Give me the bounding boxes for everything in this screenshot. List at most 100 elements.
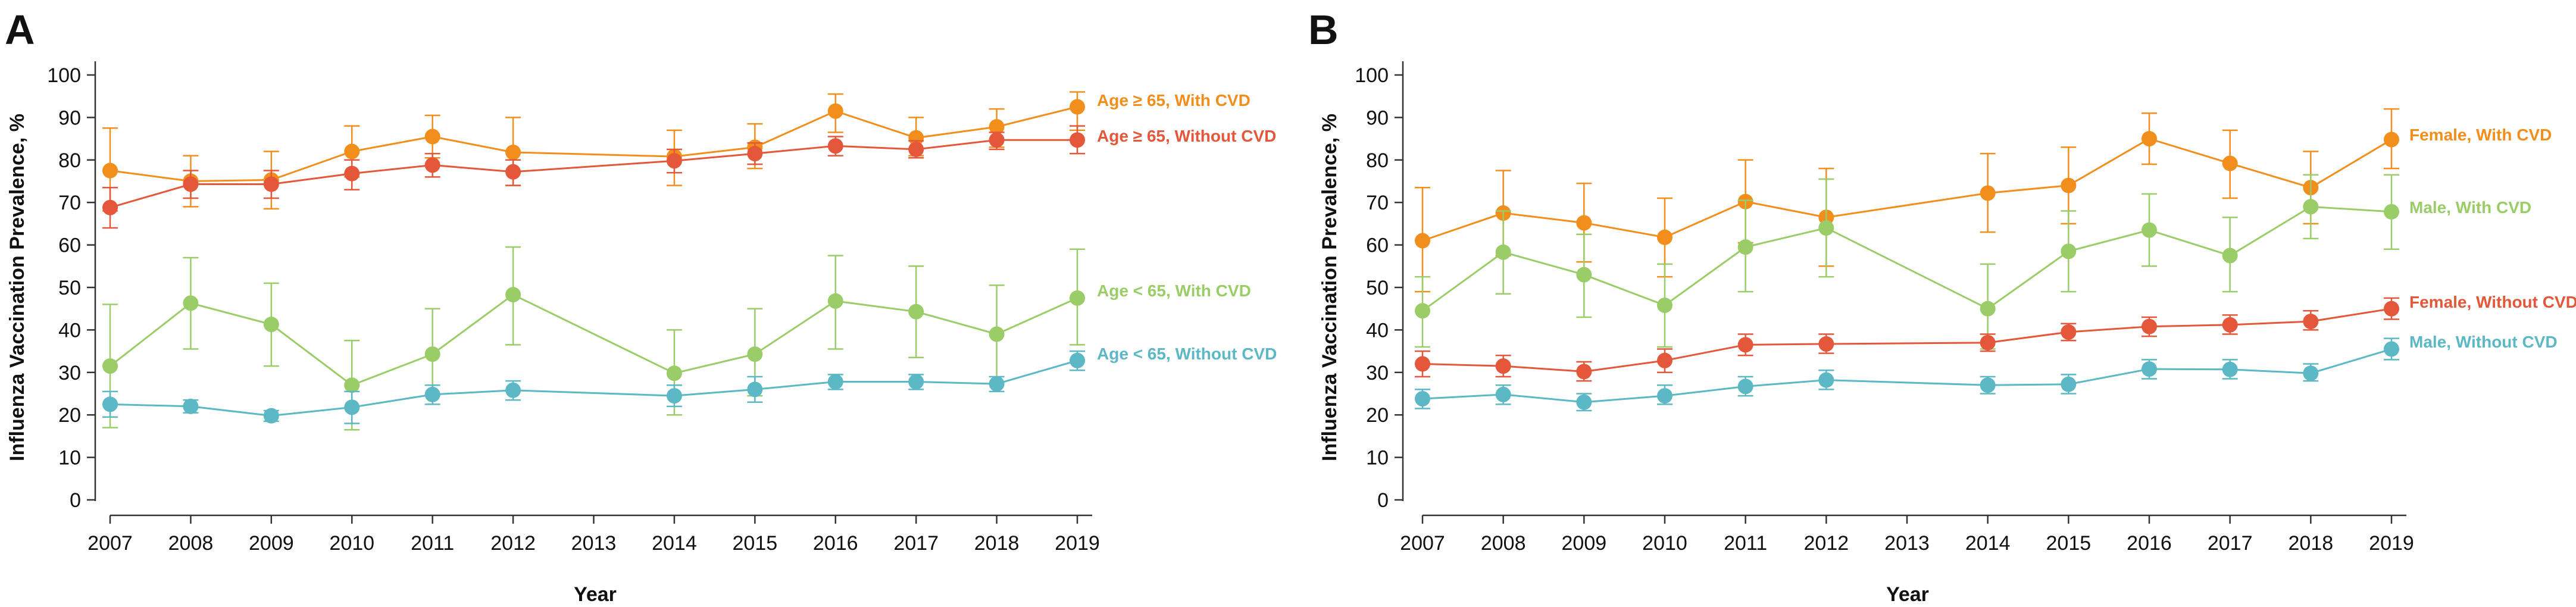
series-line [1422, 308, 2392, 373]
data-point [183, 398, 199, 414]
y-tick-label: 60 [1366, 234, 1389, 257]
data-point [1576, 394, 1592, 410]
x-tick-label: 2014 [1965, 532, 2011, 555]
data-point [2384, 132, 2399, 148]
series-label: Female, With CVD [2409, 126, 2552, 144]
series-label: Age ≥ 65, Without CVD [1097, 127, 1276, 145]
x-tick-label: 2017 [893, 532, 939, 555]
series-line [110, 106, 1078, 183]
y-tick-label: 50 [1366, 277, 1389, 299]
series-female-without-cvd: Female, Without CVD [1415, 293, 2576, 382]
data-point [344, 143, 360, 159]
series-line [1422, 348, 2392, 403]
series-line [110, 359, 1078, 417]
data-point [666, 365, 682, 381]
data-point [1737, 337, 1753, 353]
data-point [424, 386, 440, 402]
data-point [2142, 318, 2157, 334]
data-point [908, 130, 924, 146]
data-point [1576, 267, 1592, 283]
series-male-without-cvd: Male, Without CVD [1415, 333, 2558, 412]
x-tick-label: 2007 [1400, 532, 1445, 555]
data-point [1576, 215, 1592, 231]
series-line [110, 139, 1077, 209]
y-tick-label: 100 [47, 64, 81, 87]
panel-label: A [5, 7, 35, 53]
x-tick-label: 2015 [733, 532, 778, 555]
series-label: Female, Without CVD [2409, 293, 2576, 311]
x-tick-label: 2009 [1562, 532, 1607, 555]
data-point [2222, 361, 2238, 377]
x-tick-label: 2012 [1804, 532, 1849, 555]
data-point [2222, 155, 2238, 171]
data-point [1657, 297, 1672, 313]
data-point [505, 382, 521, 398]
data-point [827, 138, 843, 154]
data-point [505, 144, 521, 160]
data-point [747, 381, 763, 398]
data-point [424, 157, 440, 173]
data-point [1737, 378, 1753, 395]
data-point [747, 146, 763, 162]
data-point [827, 374, 843, 390]
y-tick-label: 0 [70, 489, 81, 512]
panel-a: A 0 10 20 30 40 50 60 70 80 90 100 2007 2008 2009 2010 2… [5, 7, 1277, 606]
data-point [1737, 239, 1753, 255]
data-point [424, 346, 440, 362]
y-tick-label: 10 [58, 447, 81, 470]
x-tick-label: 2011 [1724, 532, 1767, 555]
x-axis-title: Year [1886, 583, 1929, 606]
series-male-with-cvd: Male, With CVD [1415, 174, 2531, 350]
data-point [1980, 334, 1996, 351]
y-tick-label: 20 [1366, 404, 1389, 427]
data-point [908, 304, 924, 320]
y-tick-label: 40 [1366, 319, 1389, 342]
series-line [1422, 137, 2392, 242]
data-point [2384, 301, 2399, 317]
data-point [2061, 243, 2077, 259]
data-point [1818, 220, 1834, 236]
y-tick-label: 100 [1355, 64, 1389, 87]
series-label: Age < 65, With CVD [1097, 281, 1251, 300]
data-point [1980, 301, 1996, 317]
data-point [344, 377, 360, 393]
data-point [344, 399, 360, 415]
data-point [1495, 244, 1511, 260]
data-point [1980, 185, 1996, 201]
data-point [102, 358, 118, 374]
x-tick-label: 2014 [652, 532, 697, 555]
x-tick-label: 2007 [87, 532, 133, 555]
data-point [908, 374, 924, 390]
data-point [263, 317, 279, 333]
y-tick-label: 80 [1366, 149, 1389, 172]
data-point [2384, 204, 2399, 220]
y-tick-label: 10 [1366, 447, 1389, 470]
data-point [666, 388, 682, 404]
x-tick-label: 2012 [490, 532, 536, 555]
data-point [989, 132, 1005, 148]
data-point [424, 129, 440, 145]
x-tick-label: 2019 [1055, 532, 1100, 555]
y-tick-label: 30 [1366, 362, 1389, 384]
data-point [2061, 324, 2077, 340]
data-point [183, 176, 199, 192]
y-tick-label: 90 [1366, 107, 1389, 129]
x-tick-label: 2011 [411, 532, 454, 555]
series-line [110, 293, 1078, 386]
data-point [666, 153, 682, 169]
y-tick-label: 40 [58, 319, 81, 342]
x-axis-title: Year [574, 583, 617, 606]
data-point [505, 287, 521, 303]
data-point [2142, 361, 2157, 377]
data-point [1495, 358, 1511, 374]
data-point [102, 396, 118, 412]
data-point [1818, 372, 1834, 388]
series-age-lt-65-with-cvd: Age < 65, With CVD [102, 246, 1251, 431]
data-point [505, 164, 521, 180]
data-point [1657, 352, 1672, 368]
data-point [2061, 376, 2077, 392]
series-label: Age ≥ 65, With CVD [1097, 91, 1251, 109]
y-tick-label: 20 [58, 404, 81, 427]
data-point [2142, 131, 2157, 147]
